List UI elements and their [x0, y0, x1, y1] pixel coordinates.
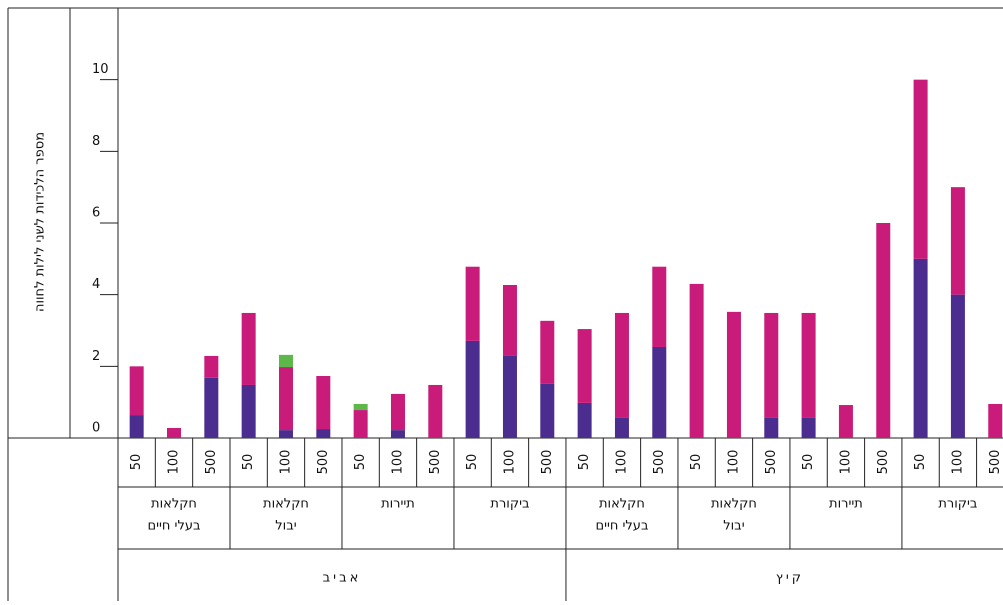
x-tick-label: 50	[689, 454, 704, 471]
bar-segment	[540, 383, 555, 438]
y-tick-label: 0	[92, 421, 100, 436]
x-tick-label: 50	[129, 454, 144, 471]
x-tick-label: 500	[428, 450, 443, 475]
x-tick-label: 500	[316, 450, 331, 475]
bar-segment	[465, 340, 480, 438]
bar-segment	[502, 355, 517, 438]
season-label: אביב	[323, 571, 362, 586]
bar-segment	[540, 320, 555, 384]
bar-segment	[204, 355, 219, 378]
bar-segment	[390, 393, 405, 431]
group-label: בעלי חיים	[147, 519, 200, 534]
group-label: חקלאות	[711, 497, 757, 512]
bar-segment	[278, 367, 293, 431]
bar-segment	[913, 258, 928, 438]
bar-segment	[353, 410, 368, 438]
bar-segment	[278, 354, 293, 368]
x-tick-label: 500	[652, 450, 667, 475]
x-tick-label: 500	[988, 450, 1003, 475]
group-label: ביקורת	[938, 497, 977, 512]
group-label: חקלאות	[263, 497, 309, 512]
bar-segment	[801, 312, 816, 418]
x-tick-label: 500	[764, 450, 779, 475]
bar-segment	[652, 346, 667, 438]
x-tick-label: 500	[204, 450, 219, 475]
x-tick-label: 50	[241, 454, 256, 471]
y-tick-label: 8	[92, 134, 100, 149]
bar-segment	[801, 417, 816, 438]
bar-segment	[614, 312, 629, 418]
group-label: ביקורת	[490, 497, 529, 512]
bar-segment	[614, 417, 629, 438]
group-label: יבול	[723, 519, 744, 534]
bar-segment	[465, 266, 480, 341]
bar-segment	[950, 187, 965, 295]
bar-segment	[129, 415, 144, 438]
x-tick-label: 50	[801, 454, 816, 471]
season-label: קיץ	[776, 571, 804, 586]
x-tick-label: 500	[540, 450, 555, 475]
x-tick-label: 50	[913, 454, 928, 471]
group-label: בעלי חיים	[595, 519, 648, 534]
bar-segment	[652, 266, 667, 347]
bar-segment	[129, 366, 144, 416]
bar-segment	[390, 430, 405, 438]
bar-segment	[204, 377, 219, 438]
bar-segment	[241, 384, 256, 438]
y-tick-label: 6	[92, 206, 100, 221]
bar-segment	[316, 376, 331, 430]
bar-segment	[876, 223, 891, 438]
bar-segment	[913, 79, 928, 259]
bar-segment	[316, 429, 331, 438]
y-tick-label: 2	[92, 349, 100, 364]
bar-segment	[353, 403, 368, 411]
x-tick-label: 100	[166, 450, 181, 475]
bar-segment	[428, 384, 443, 438]
x-tick-label: 100	[278, 450, 293, 475]
group-label: תיירות	[829, 497, 863, 512]
x-tick-label: 100	[390, 450, 405, 475]
x-tick-label: 100	[614, 450, 629, 475]
bar-segment	[278, 430, 293, 438]
x-tick-label: 100	[950, 450, 965, 475]
bar-segment	[577, 402, 592, 438]
x-tick-label: 50	[577, 454, 592, 471]
x-tick-label: 500	[876, 450, 891, 475]
x-tick-label: 50	[465, 454, 480, 471]
bar-segment	[241, 312, 256, 385]
group-label: תיירות	[381, 497, 415, 512]
x-tick-label: 50	[353, 454, 368, 471]
bar-segment	[689, 283, 704, 438]
bar-segment	[166, 427, 181, 438]
y-tick-label: 10	[92, 62, 109, 77]
group-label: יבול	[275, 519, 296, 534]
bar-segment	[988, 403, 1003, 438]
group-label: חקלאות	[151, 497, 197, 512]
y-axis-label: מספר הלכידות לשני לילות לחווה	[33, 132, 48, 312]
y-tick-label: 4	[92, 277, 100, 292]
bar-segment	[764, 417, 779, 438]
group-label: חקלאות	[599, 497, 645, 512]
x-tick-label: 100	[726, 450, 741, 475]
bar-segment	[764, 312, 779, 418]
bar-segment	[577, 329, 592, 403]
x-tick-label: 100	[502, 450, 517, 475]
bar-segment	[838, 405, 853, 438]
x-tick-label: 100	[838, 450, 853, 475]
bar-segment	[950, 294, 965, 438]
bar-segment	[502, 284, 517, 356]
bar-segment	[726, 311, 741, 438]
